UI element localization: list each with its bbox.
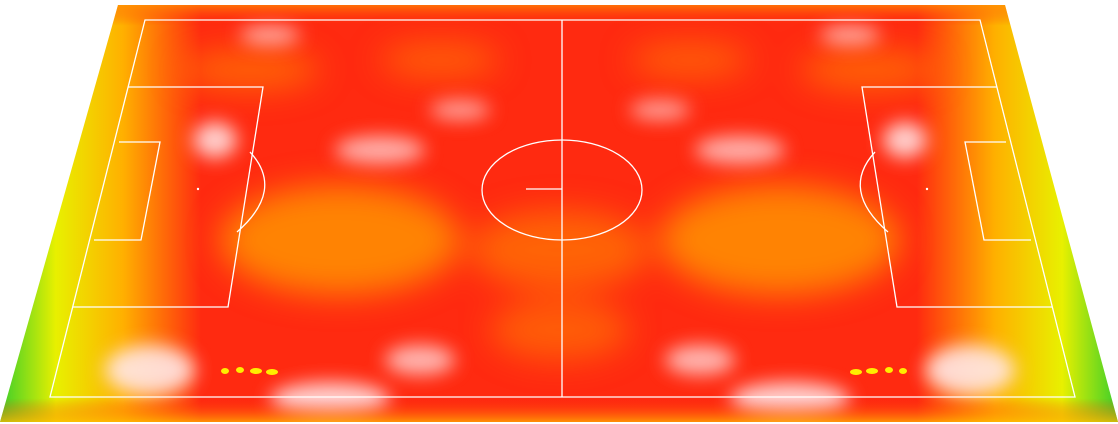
left-goal-area [94,141,161,241]
spot [850,369,862,375]
right-goal-area [964,141,1031,241]
spot [236,367,244,373]
right-penalty-area [861,86,1052,308]
left-penalty-spot [196,187,200,191]
left-penalty-arc [236,151,266,233]
spot [885,367,893,373]
pitch-markings [49,19,1076,398]
spot [221,368,229,374]
touchline [49,19,1076,398]
spot [250,368,262,374]
spot [899,368,907,374]
yellow-spots [221,367,907,375]
right-penalty-arc [859,151,889,233]
right-penalty-spot [925,187,929,191]
left-penalty-area [73,86,264,308]
spot [266,369,278,375]
spot [866,368,878,374]
centre-circle [481,139,643,241]
